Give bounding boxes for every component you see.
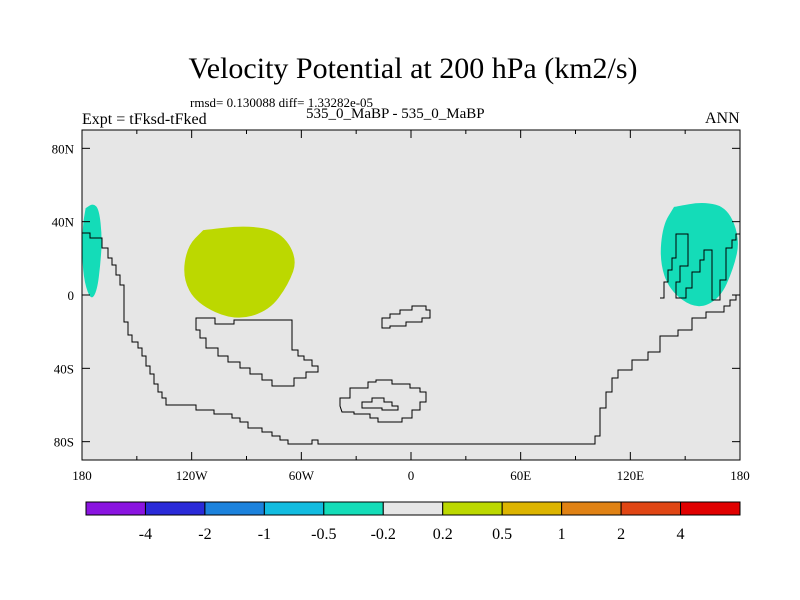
- colorbar-label: 4: [677, 526, 685, 543]
- colorbar-swatch: [144, 501, 206, 516]
- experiment-label: Expt = tFksd-tFked: [82, 111, 207, 128]
- colorbar-label: 0.2: [433, 526, 453, 543]
- stats-text: rmsd= 0.130088 diff= 1.33282e-05: [190, 95, 374, 110]
- lon-tick-label: 120E: [617, 468, 645, 483]
- colorbar-swatch: [442, 501, 503, 516]
- colorbar-label: -0.2: [371, 526, 396, 543]
- contour-region-1: [82, 204, 102, 298]
- axis-tick-labels: 180 120W 60W 0 60E 120E 180 80N 40N 0 40S 80S: [52, 141, 750, 483]
- lat-tick-label: 40S: [54, 361, 74, 376]
- coastlines: [82, 232, 740, 445]
- colorbar-swatch: [204, 501, 265, 516]
- colorbar-swatch: [561, 501, 622, 516]
- lon-tick-label: 60W: [289, 468, 315, 483]
- colorbar-label: 0.5: [492, 526, 512, 543]
- lat-tick-label: 80N: [52, 141, 75, 156]
- coastline-south-america: [195, 317, 319, 387]
- colorbar-label: -4: [139, 526, 152, 543]
- season-label: ANN: [705, 110, 740, 127]
- lon-tick-label: 120W: [176, 468, 209, 483]
- colorbar-swatch: [85, 501, 146, 516]
- colorbar-label: 1: [558, 526, 566, 543]
- colorbar-swatch: [620, 501, 682, 516]
- coastline-americas: [82, 232, 740, 445]
- contour-fills: [82, 202, 738, 318]
- colorbar-label: 2: [617, 526, 625, 543]
- lon-tick-label: 180: [72, 468, 92, 483]
- colorbar-label: -2: [198, 526, 211, 543]
- colorbar-swatch: [501, 501, 563, 516]
- lon-tick-label: 0: [408, 468, 415, 483]
- colorbar-swatch: [382, 501, 444, 516]
- contour-region-0: [184, 226, 295, 318]
- axis-ticks: [81, 130, 741, 460]
- colorbar: -4 -2 -1 -0.5 -0.2 0.2 0.5 1 2 4: [85, 501, 741, 543]
- colorbar-swatch: [680, 501, 741, 516]
- coastline-asia: [660, 233, 740, 301]
- colorbar-swatch: [323, 501, 384, 516]
- lon-tick-label: 60E: [510, 468, 531, 483]
- coastline-africa-south: [339, 379, 427, 423]
- lat-tick-label: 0: [68, 288, 75, 303]
- case-label: 535_0_MaBP - 535_0_MaBP: [306, 106, 485, 122]
- lon-tick-label: 180: [730, 468, 750, 483]
- coastline-africa-north: [381, 305, 431, 329]
- coastline-africa-inner: [361, 397, 399, 411]
- colorbar-swatch: [263, 501, 325, 516]
- page-title: Velocity Potential at 200 hPa (km2/s): [188, 52, 638, 85]
- lat-tick-label: 80S: [54, 435, 74, 450]
- colorbar-label: -0.5: [311, 526, 336, 543]
- colorbar-label: -1: [258, 526, 271, 543]
- map-background: [82, 130, 740, 460]
- lat-tick-label: 40N: [52, 215, 75, 230]
